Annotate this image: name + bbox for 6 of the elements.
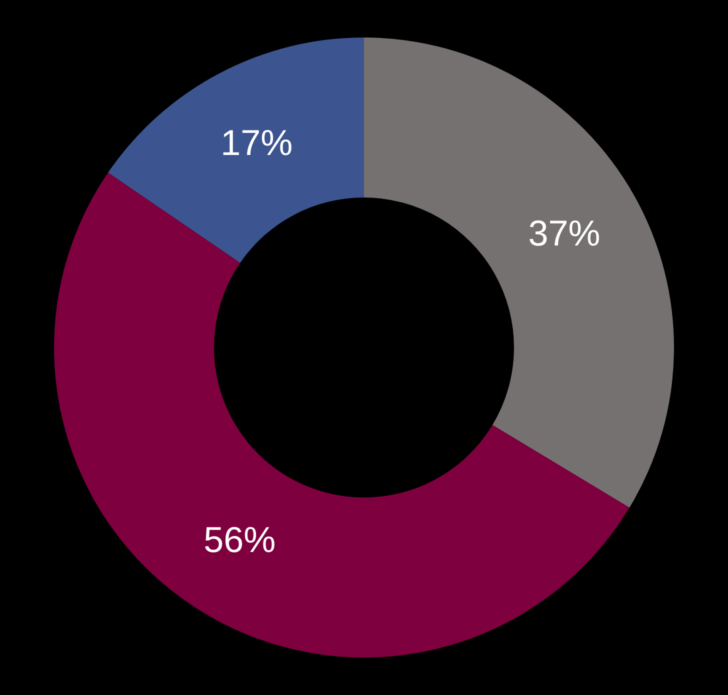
- donut-slice: [54, 172, 630, 658]
- data-label: 37%: [528, 212, 600, 254]
- data-label: 56%: [204, 518, 276, 560]
- data-label: 17%: [220, 122, 293, 164]
- donut-slice: [108, 38, 364, 263]
- donut-slice: [364, 38, 674, 508]
